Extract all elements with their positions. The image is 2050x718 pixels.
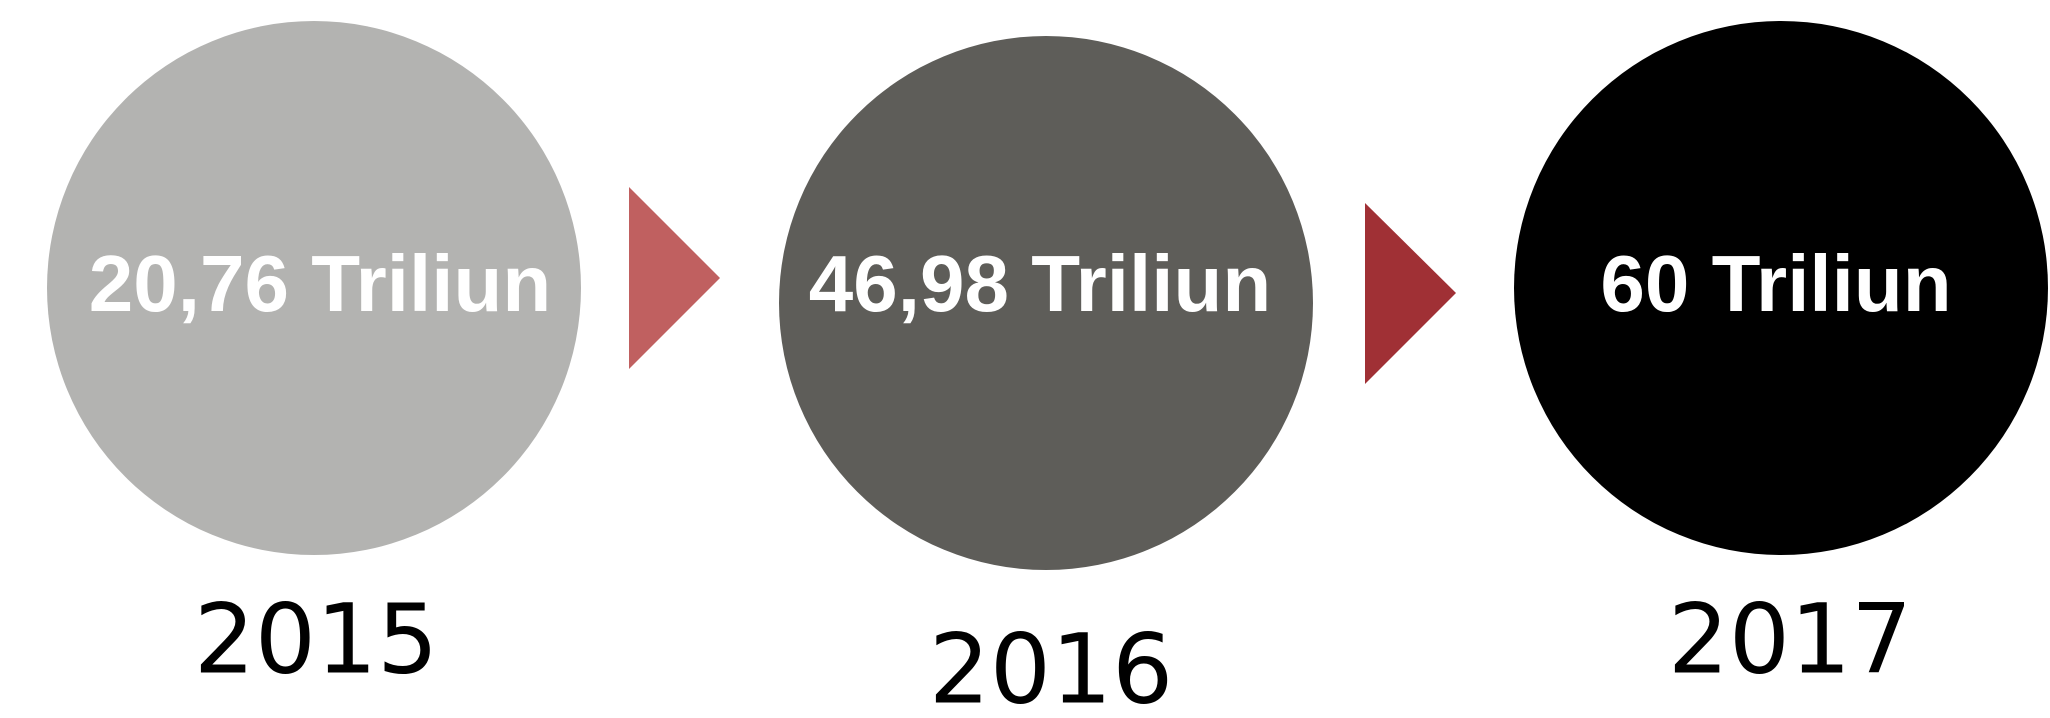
year-label: 2017 <box>1668 583 1912 695</box>
year-label: 2015 <box>194 583 438 695</box>
amount-label: 20,76 Triliun <box>89 239 551 328</box>
amount-label: 46,98 Triliun <box>809 239 1271 328</box>
circle <box>779 36 1313 570</box>
year-label: 2016 <box>929 613 1173 718</box>
arrow <box>629 187 720 369</box>
amount-label: 60 Triliun <box>1600 239 1951 328</box>
circle <box>47 21 581 555</box>
arrow <box>1365 203 1456 384</box>
circle <box>1514 21 2048 555</box>
